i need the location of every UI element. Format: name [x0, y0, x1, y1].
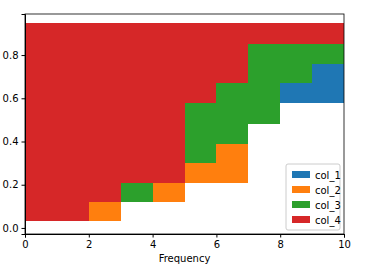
y-tick-label: 0.8 [3, 50, 19, 61]
x-tick: 6 [214, 234, 220, 250]
y-tick: 0.6 [3, 93, 25, 104]
y-tick-mark [22, 55, 26, 56]
plot: 02468100.00.20.40.60.8col_1col_2col_3col… [3, 14, 351, 250]
legend: col_1 col_2 col_3 col_4 [286, 164, 341, 230]
x-tick-mark [216, 234, 217, 238]
marks [25, 23, 344, 222]
legend-swatch [292, 171, 310, 178]
x-tick: 8 [278, 234, 284, 250]
y-tick: 0.8 [3, 50, 25, 61]
y-tick-label: 0.0 [3, 223, 19, 234]
x-tick-label: 4 [150, 239, 156, 250]
x-tick-mark [280, 234, 281, 238]
area-step [216, 144, 248, 183]
legend-label: col_2 [315, 185, 341, 197]
area-step [57, 23, 89, 222]
x-tick-mark [153, 234, 154, 238]
x-tick: 10 [338, 234, 351, 250]
y-axis: 0.0 0.2 0.4 0.6 0.8 [3, 15, 26, 235]
area-step [185, 103, 217, 164]
area-step [216, 23, 248, 84]
area-step [89, 202, 121, 221]
x-tick-mark [344, 234, 345, 238]
area-step [185, 163, 217, 182]
area-step [121, 23, 153, 183]
area-step [248, 23, 280, 45]
x-tick: 4 [150, 234, 156, 250]
area-step [185, 23, 217, 103]
area-step [248, 44, 280, 124]
area-step [280, 23, 312, 45]
area-step [312, 64, 344, 103]
x-axis-line [26, 235, 345, 238]
legend-item: col_1 [292, 170, 341, 182]
area-step [89, 23, 121, 202]
area-step [153, 23, 185, 183]
y-tick: 0.2 [3, 179, 25, 190]
y-tick-mark [22, 228, 26, 229]
area-step [312, 44, 344, 63]
chart: 02468100.00.20.40.60.8col_1col_2col_3col… [0, 0, 390, 278]
y-tick-label: 0.4 [3, 136, 19, 147]
x-tick-mark [89, 234, 90, 238]
area-step [280, 44, 312, 83]
y-tick-label: 0.2 [3, 179, 19, 190]
x-axis: 0 2 4 6 8 10 [22, 234, 351, 250]
area-step [216, 83, 248, 144]
y-tick-label: 0.6 [3, 93, 19, 104]
legend-item: col_3 [292, 200, 341, 212]
x-tick-label: 10 [338, 239, 351, 250]
x-tick: 0 [22, 234, 28, 250]
x-axis-title: Frequency [159, 253, 211, 264]
x-tick-label: 0 [22, 239, 28, 250]
legend-item: col_4 [292, 215, 341, 227]
area-step [121, 183, 153, 202]
legend-swatch [292, 186, 310, 193]
y-tick-mark [22, 98, 26, 99]
area-step [312, 23, 344, 45]
frame [25, 14, 344, 234]
y-axis-line [22, 15, 26, 235]
x-tick-label: 6 [214, 239, 220, 250]
x-tick-label: 8 [278, 239, 284, 250]
y-tick: 0.4 [3, 136, 25, 147]
area-step [153, 183, 185, 202]
legend-label: col_4 [315, 215, 341, 227]
y-tick: 0.0 [3, 223, 25, 234]
y-tick-mark [22, 185, 26, 186]
area-step [25, 23, 57, 222]
legend-label: col_3 [315, 200, 341, 212]
x-tick-label: 2 [86, 239, 92, 250]
legend-swatch [292, 201, 310, 208]
y-tick-mark [22, 142, 26, 143]
legend-label: col_1 [315, 170, 341, 182]
legend-swatch [292, 216, 310, 223]
area-step [280, 83, 312, 102]
legend-box [286, 164, 340, 230]
legend-item: col_2 [292, 185, 341, 197]
x-tick: 2 [86, 234, 92, 250]
